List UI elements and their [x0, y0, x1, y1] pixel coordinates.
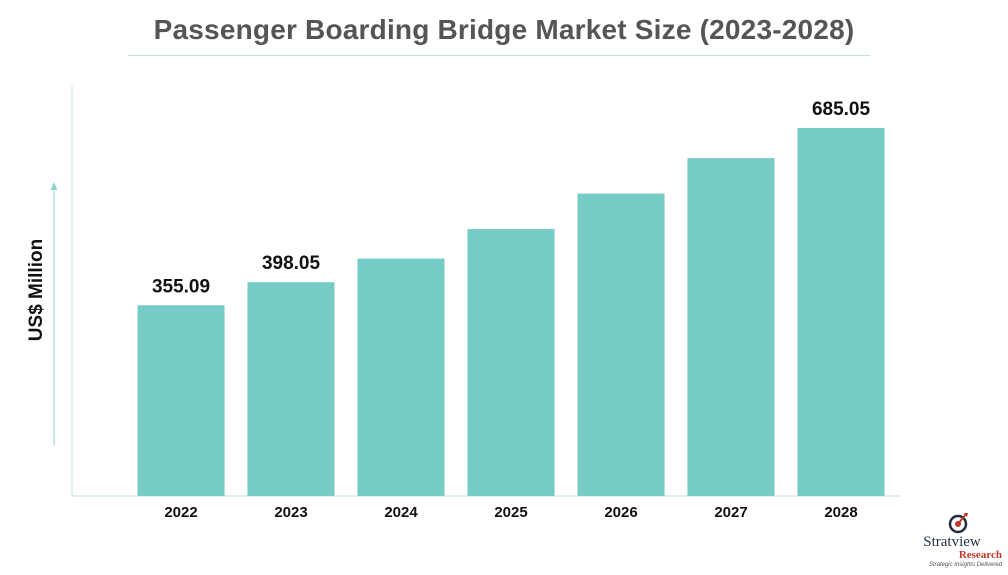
title-underline	[128, 55, 870, 56]
data-label: 685.05	[812, 99, 871, 120]
bar	[137, 305, 225, 496]
x-tick-label: 2028	[824, 504, 857, 521]
chart-title: Passenger Boarding Bridge Market Size (2…	[153, 14, 855, 45]
logo-target-icon	[948, 513, 968, 534]
bar	[247, 282, 335, 496]
company-logo: Stratview Research Strategic Insights De…	[902, 510, 1002, 572]
x-tick-label: 2027	[714, 504, 747, 521]
bar	[577, 193, 665, 497]
x-tick-label: 2024	[384, 504, 418, 521]
bar	[467, 229, 555, 497]
bar	[357, 258, 445, 496]
bar	[687, 158, 775, 497]
y-arrow-head	[50, 182, 58, 190]
x-tick-label: 2022	[164, 504, 197, 521]
bar	[797, 128, 885, 496]
data-label: 398.05	[262, 253, 321, 274]
logo-subname: Research	[958, 549, 1002, 561]
x-tick-label: 2023	[274, 504, 307, 521]
logo-tagline: Strategic Insights Delivered	[928, 562, 1002, 568]
x-tick-label: 2026	[604, 504, 637, 521]
data-label: 355.09	[152, 276, 210, 297]
x-tick-label: 2025	[494, 504, 527, 521]
logo-name: Stratview	[923, 534, 981, 550]
